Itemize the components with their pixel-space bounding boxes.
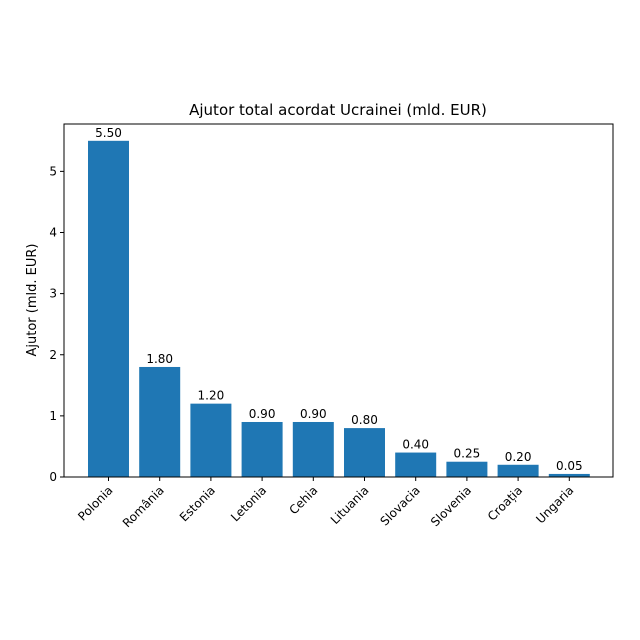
bar-3 xyxy=(241,421,283,477)
bar-value-label: 0.90 xyxy=(249,407,276,421)
y-axis-label: Ajutor (mld. EUR) xyxy=(25,244,40,357)
bar-0 xyxy=(88,140,129,477)
bar-5 xyxy=(344,428,385,477)
bar-2 xyxy=(190,403,232,477)
y-tick-label: 0 xyxy=(49,470,57,484)
bar-6 xyxy=(395,452,437,477)
bar-value-label: 0.05 xyxy=(556,459,583,473)
bar-9 xyxy=(548,473,590,477)
bar-7 xyxy=(446,461,488,477)
y-axis: 0 1 2 3 4 5 xyxy=(49,164,64,484)
bar-value-label: 0.90 xyxy=(300,407,327,421)
bar-value-label: 1.20 xyxy=(198,389,225,403)
bar-1 xyxy=(139,366,181,477)
bar-value-label: 0.80 xyxy=(351,413,378,427)
bar-4 xyxy=(292,421,334,477)
plot-frame xyxy=(63,123,614,478)
bar-value-label: 0.25 xyxy=(454,447,481,461)
value-labels: 5.50 1.80 1.20 0.90 0.90 0.80 0.40 0.25 0.20 0.05 xyxy=(95,126,583,473)
bar-value-label: 5.50 xyxy=(95,126,122,140)
chart-title: Ajutor total acordat Ucrainei (mld. EUR) xyxy=(189,101,487,119)
y-tick-label: 1 xyxy=(49,409,57,423)
bars-layer xyxy=(88,140,590,477)
y-tick-label: 4 xyxy=(49,226,57,240)
y-tick-label: 3 xyxy=(49,287,57,301)
bar-value-label: 1.80 xyxy=(146,352,173,366)
bar-value-label: 0.40 xyxy=(402,438,429,452)
y-tick-label: 5 xyxy=(49,164,57,178)
bar-8 xyxy=(497,464,539,477)
bar-value-label: 0.20 xyxy=(505,450,532,464)
y-tick-label: 2 xyxy=(49,348,57,362)
